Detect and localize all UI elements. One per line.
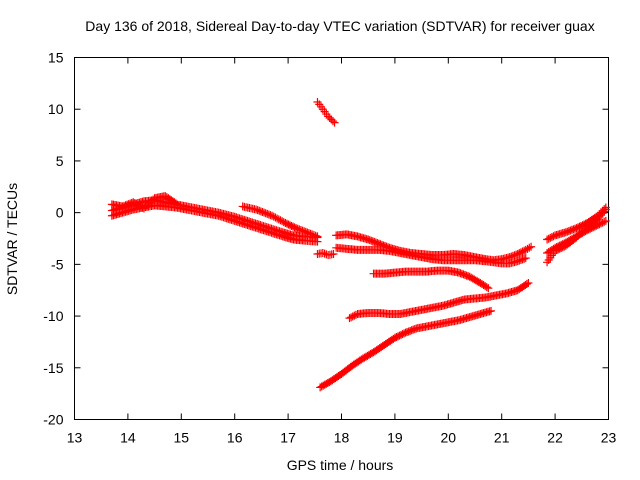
series-track-i: [369, 266, 493, 293]
x-tick-label: 17: [280, 430, 296, 446]
y-tick-label: 15: [48, 50, 64, 66]
data-point-markers: [313, 248, 338, 260]
data-point-markers: [345, 278, 533, 323]
y-tick-label: 5: [56, 153, 64, 169]
x-tick-label: 20: [441, 430, 457, 446]
data-point-markers: [316, 306, 496, 392]
x-axis-label: GPS time / hours: [287, 457, 394, 473]
series-track-e: [313, 248, 338, 260]
data-point-markers: [107, 192, 180, 213]
x-tick-label: 14: [120, 430, 136, 446]
x-tick-label: 18: [334, 430, 350, 446]
series-track-n: [543, 216, 610, 257]
series-track-h: [332, 243, 530, 268]
y-axis-label: SDTVAR / TECUs: [4, 183, 20, 295]
data-series-layer: [107, 97, 610, 392]
data-point-markers: [543, 203, 610, 244]
series-track-m: [543, 203, 610, 244]
x-tick-label: 21: [494, 430, 510, 446]
x-tick-label: 19: [387, 430, 403, 446]
series-track-f: [313, 97, 339, 127]
y-tick-label: -15: [43, 360, 63, 376]
data-point-markers: [107, 201, 322, 246]
data-point-markers: [543, 216, 610, 257]
x-tick-label: 13: [67, 430, 83, 446]
data-point-markers: [238, 202, 322, 241]
data-point-markers: [313, 97, 339, 127]
x-tick-label: 23: [601, 430, 617, 446]
series-track-k: [316, 306, 496, 392]
series-track-c: [107, 192, 180, 213]
y-tick-label: -10: [43, 308, 63, 324]
y-axis: -20 -15 -10 -5 0 5 10 15: [43, 50, 609, 428]
series-track-b: [107, 201, 322, 246]
y-tick-label: 0: [56, 205, 64, 221]
series-track-j: [345, 278, 533, 323]
x-tick-label: 16: [227, 430, 243, 446]
chart-title: Day 136 of 2018, Sidereal Day-to-day VTE…: [85, 18, 594, 34]
y-tick-label: -20: [43, 412, 63, 428]
data-point-markers: [332, 243, 530, 268]
data-point-markers: [369, 266, 493, 293]
series-track-d: [238, 202, 322, 241]
x-tick-label: 15: [174, 430, 190, 446]
y-tick-label: 10: [48, 101, 64, 117]
x-tick-label: 22: [547, 430, 563, 446]
plot-frame: [74, 57, 609, 420]
y-tick-label: -5: [51, 256, 64, 272]
x-axis: 13 14 15 16 17 18 19 20 21 22 23: [67, 57, 617, 446]
